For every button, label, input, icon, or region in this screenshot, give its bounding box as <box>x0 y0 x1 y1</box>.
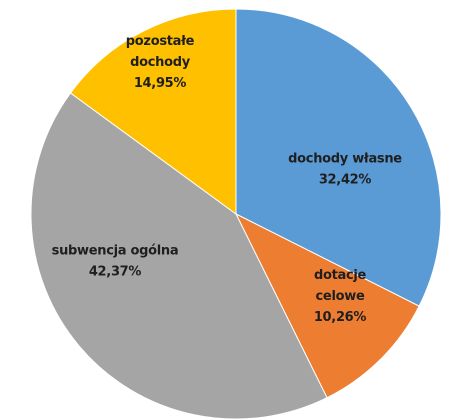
data-label-name: dochody własne <box>288 152 402 167</box>
data-label-pozostale-dochody: pozostałe dochody 14,95% <box>126 34 195 91</box>
pie-slice-dotacje-celowe <box>234 212 420 399</box>
slices-layer <box>30 8 442 419</box>
data-label-value: 42,37% <box>89 265 142 280</box>
data-label-name: dotacje <box>314 268 367 283</box>
data-label-value: 32,42% <box>319 173 372 188</box>
data-label-value: 14,95% <box>134 76 187 91</box>
pie-slice-dochody-wlasne <box>235 8 442 307</box>
data-label-name: celowe <box>316 289 365 304</box>
data-label-dochody-wlasne: dochody własne 32,42% <box>288 152 402 188</box>
pie-slice-pozostale-dochody <box>69 8 237 215</box>
data-label-name: subwencja ogólna <box>52 244 179 259</box>
data-label-name: dochody <box>130 55 191 70</box>
data-label-name: pozostałe <box>126 34 195 49</box>
labels-layer: dochody własne 32,42% dotacje celowe 10,26% s… <box>52 34 403 325</box>
pie-slice-subwencja-ogolna <box>30 92 328 419</box>
data-label-subwencja-ogolna: subwencja ogólna 42,37% <box>52 244 179 280</box>
data-label-value: 10,26% <box>314 310 367 325</box>
data-label-dotacje-celowe: dotacje celowe 10,26% <box>314 268 367 325</box>
